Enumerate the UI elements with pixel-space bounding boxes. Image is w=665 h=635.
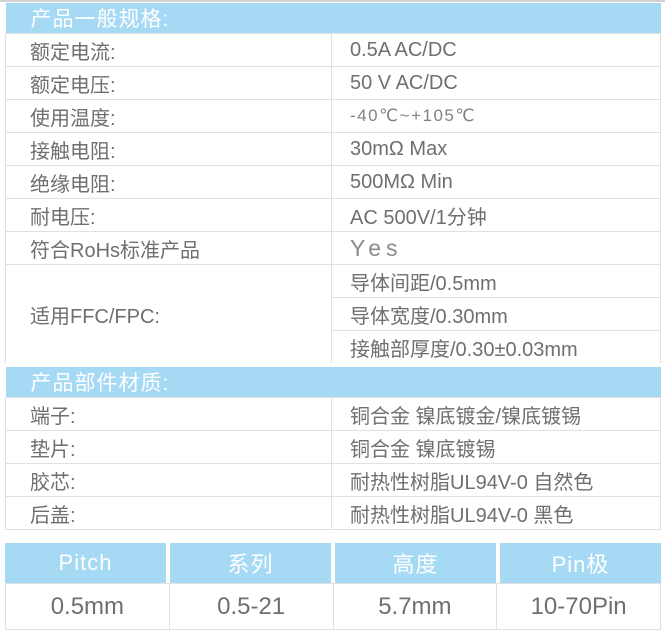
spec-value-spacer: 铜合金 镍底镀锡 (331, 430, 661, 464)
spec-value-terminal: 铜合金 镍底镀金/镍底镀锡 (331, 397, 661, 431)
table-row: 符合RoHs标准产品 Yes (5, 231, 661, 265)
table-row: 导体宽度/0.30mm (6, 297, 661, 331)
summary-table: Pitch 系列 高度 Pin极 0.5mm 0.5-21 5.7mm 10-7… (5, 543, 661, 630)
spec-label-spacer: 垫片: (5, 430, 332, 464)
spec-label-operating-temp: 使用温度: (5, 99, 332, 133)
table-row: 适用FFC/FPC: 导体间距/0.5mm (5, 264, 661, 366)
summary-header-height: 高度 (335, 543, 496, 583)
summary-header-row: Pitch 系列 高度 Pin极 (5, 543, 661, 583)
table-row: 额定电流: 0.5A AC/DC (5, 33, 661, 67)
spec-label-rated-voltage: 额定电压: (5, 66, 332, 100)
spec-label-insulation-resistance: 绝缘电阻: (5, 165, 332, 199)
summary-value-height: 5.7mm (332, 584, 497, 629)
summary-value-row: 0.5mm 0.5-21 5.7mm 10-70Pin (5, 583, 661, 630)
spec-value-rohs: Yes (331, 231, 661, 265)
summary-value-pitch: 0.5mm (50, 592, 125, 620)
spec-value-rear-cover: 耐热性树脂UL94V-0 黑色 (331, 496, 661, 530)
spec-label-terminal: 端子: (5, 397, 332, 431)
spec-label-ffc-fpc: 适用FFC/FPC: (5, 264, 332, 366)
summary-header-series: 系列 (170, 543, 331, 583)
spec-value-contact-resistance: 30mΩ Max (331, 132, 661, 166)
table-row: 接触部厚度/0.30±0.03mm (6, 330, 661, 366)
spec-value-rated-current: 0.5A AC/DC (331, 33, 661, 67)
table-row: 额定电压: 50 V AC/DC (5, 66, 661, 100)
table-row: 耐电压: AC 500V/1分钟 (5, 198, 661, 232)
spec-value-conductor-pitch: 导体间距/0.5mm (331, 264, 661, 298)
spec-value-insulation-resistance: 500MΩ Min (331, 165, 661, 199)
spec-value-rated-voltage: 50 V AC/DC (331, 66, 661, 100)
table-row: 使用温度: -40℃~+105℃ (5, 99, 661, 133)
spec-label-contact-resistance: 接触电阻: (5, 132, 332, 166)
summary-value-pins: 10-70Pin (496, 584, 660, 629)
table-row: 绝缘电阻: 500MΩ Min (5, 165, 661, 199)
spec-label-withstand-voltage: 耐电压: (5, 198, 332, 232)
summary-header-pitch: Pitch (5, 543, 166, 583)
spec-value-withstand-voltage: AC 500V/1分钟 (331, 198, 661, 232)
section-header-materials-title: 产品部件材质: (5, 363, 661, 398)
table-row: 后盖: 耐热性树脂UL94V-0 黑色 (5, 496, 661, 530)
spec-label-housing: 胶芯: (5, 463, 332, 497)
section-header-materials: 产品部件材质: (5, 363, 661, 398)
spec-value-housing: 耐热性树脂UL94V-0 自然色 (331, 463, 661, 497)
spec-label-rear-cover: 后盖: (5, 496, 332, 530)
table-row: 垫片: 铜合金 镍底镀锡 (5, 430, 661, 464)
section-header-general-title: 产品一般规格: (5, 3, 661, 34)
table-row: 接触电阻: 30mΩ Max (5, 132, 661, 166)
spec-label-rohs: 符合RoHs标准产品 (5, 231, 332, 265)
spec-value-conductor-width: 导体宽度/0.30mm (331, 297, 661, 331)
table-row: 端子: 铜合金 镍底镀金/镍底镀锡 (5, 397, 661, 431)
section-header-general: 产品一般规格: (5, 3, 661, 34)
spec-value-contact-thickness: 接触部厚度/0.30±0.03mm (331, 330, 661, 366)
spec-table: 产品一般规格: 额定电流: 0.5A AC/DC 额定电压: 50 V AC/D… (5, 3, 661, 530)
spec-label-rated-current: 额定电流: (5, 33, 332, 67)
spec-value-operating-temp: -40℃~+105℃ (331, 99, 661, 133)
table-row: 胶芯: 耐热性树脂UL94V-0 自然色 (5, 463, 661, 497)
summary-header-pins: Pin极 (500, 543, 661, 583)
summary-value-series: 0.5-21 (168, 584, 333, 629)
